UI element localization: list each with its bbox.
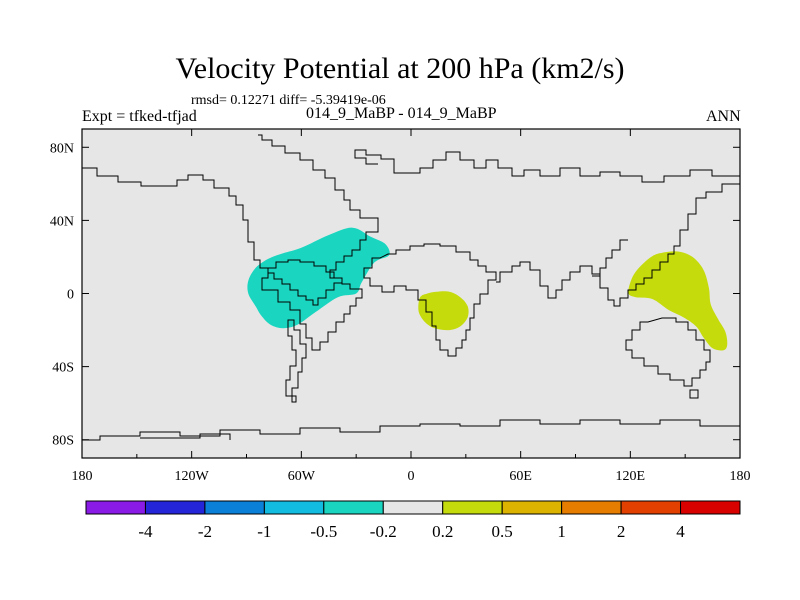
lon-tick-label: 120E xyxy=(616,469,646,484)
stats-line: rmsd= 0.12271 diff= -5.39419e-06 xyxy=(191,93,386,108)
lon-tick-label: 180 xyxy=(72,469,93,484)
coastlines xyxy=(82,134,740,441)
colorbar-swatch xyxy=(323,500,384,515)
lat-tick-label: 80S xyxy=(52,434,74,449)
lon-tick-label: 60E xyxy=(509,469,532,484)
coastline-europe-asia xyxy=(354,149,740,307)
colorbar-label: 2 xyxy=(617,522,626,541)
axis-ticks xyxy=(81,129,741,458)
colorbar-label: -0.2 xyxy=(370,522,397,541)
colorbar-swatch xyxy=(561,500,622,515)
coastline-south-america xyxy=(261,259,363,403)
colorbar-swatch xyxy=(85,500,146,515)
maritime-continent-positive-region xyxy=(628,251,728,351)
colorbar-label: 0.5 xyxy=(492,522,513,541)
colorbar-label: 4 xyxy=(676,522,685,541)
colorbar-swatch xyxy=(144,500,206,515)
colorbar-label: 1 xyxy=(557,522,566,541)
lon-tick-label: 180 xyxy=(730,469,751,484)
coastline-australia xyxy=(625,317,711,399)
lat-tick-label: 40S xyxy=(52,361,74,376)
colorbar-label: -0.5 xyxy=(310,522,337,541)
coastline-africa xyxy=(363,243,497,357)
colorbar-swatch xyxy=(620,500,682,515)
lat-tick-label: 40N xyxy=(50,214,74,229)
case-label: 014_9_MaBP - 014_9_MaBP xyxy=(306,105,497,122)
colorbar: -4 -2 -1 -0.5 -0.2 0.2 0.5 1 2 4 xyxy=(85,500,741,541)
colorbar-swatch xyxy=(204,500,265,515)
map-title: Velocity Potential at 200 hPa (km2/s) xyxy=(175,52,625,85)
coastline-antarctica xyxy=(82,419,740,441)
colorbar-label: -4 xyxy=(138,522,153,541)
lat-tick-label: 0 xyxy=(67,288,74,303)
colorbar-label: -2 xyxy=(198,522,212,541)
anomaly-regions xyxy=(247,227,728,351)
lon-tick-label: 120W xyxy=(175,469,210,484)
colorbar-swatch xyxy=(442,500,503,515)
lon-tick-label: 60W xyxy=(288,469,316,484)
coastline-north-america xyxy=(82,134,379,306)
lat-tick-label: 80N xyxy=(50,141,74,156)
lon-tick-label: 0 xyxy=(408,469,415,484)
colorbar-swatch xyxy=(680,500,741,515)
colorbar-label: 0.2 xyxy=(432,522,453,541)
experiment-label: Expt = tfked-tfjad xyxy=(82,108,197,125)
season-label: ANN xyxy=(706,108,741,125)
colorbar-swatch xyxy=(382,500,444,515)
colorbar-swatch xyxy=(501,500,563,515)
tropical-atlantic-negative-region xyxy=(247,227,390,329)
colorbar-label: -1 xyxy=(257,522,271,541)
axis-tick-labels: 180 120W 60W 0 60E 120E 180 80N 40N 0 40S 80S xyxy=(50,141,751,484)
colorbar-swatch xyxy=(263,500,325,515)
equatorial-africa-positive-region xyxy=(418,291,469,331)
